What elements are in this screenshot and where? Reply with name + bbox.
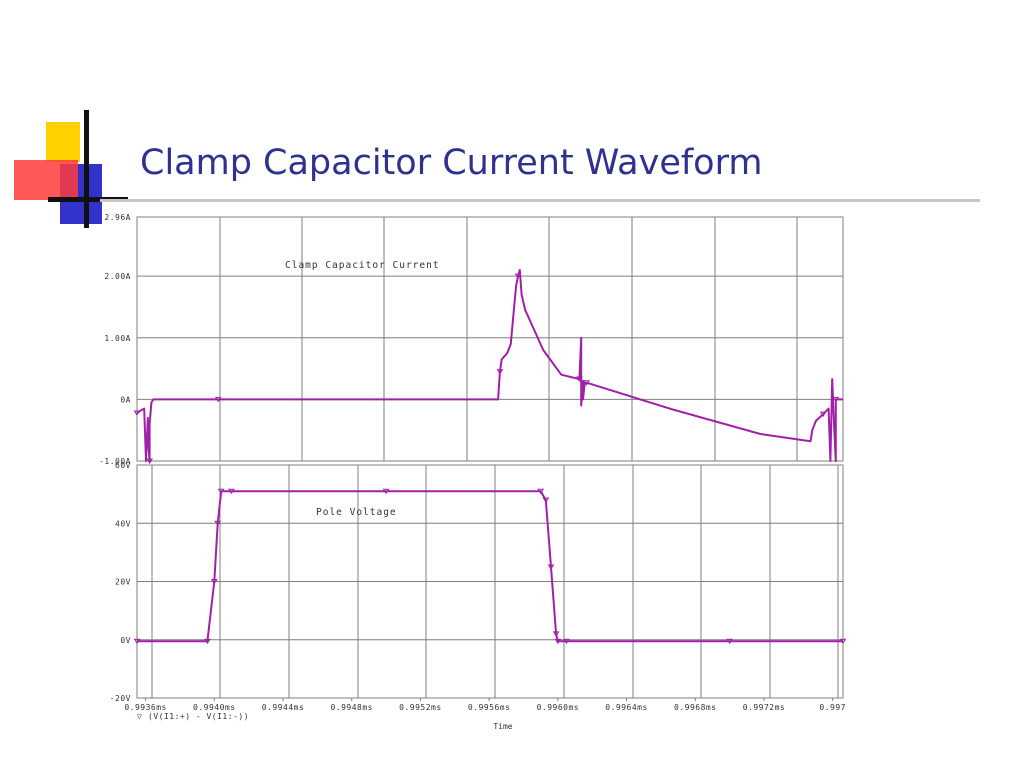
- current-ytick-label: 2.00A: [104, 272, 131, 281]
- current-plot-frame: [136, 216, 844, 462]
- voltage-trace-marker: [726, 638, 734, 645]
- voltage-ytick-label: 20V: [115, 578, 131, 587]
- voltage-trace-marker: [133, 638, 141, 645]
- voltage-trace: [137, 490, 843, 643]
- current-ytick-label: 0A: [120, 395, 131, 404]
- deco-vertical-bar: [84, 110, 89, 228]
- current-trace-marker: [496, 369, 504, 375]
- xtick-label: 0.9936ms: [124, 703, 167, 712]
- voltage-trace-marker: [537, 488, 545, 495]
- voltage-trace-marker: [554, 638, 562, 645]
- deco-yellow-square: [46, 122, 80, 162]
- voltage-trace-marker: [542, 497, 550, 503]
- current-trace-marker: [583, 380, 591, 386]
- xtick-label: 0.997: [819, 703, 846, 712]
- voltage-series-title: Pole Voltage: [316, 507, 397, 518]
- voltage-trace-marker: [552, 631, 560, 637]
- current-ytick-label: -1.00A: [99, 457, 131, 466]
- voltage-trace-marker: [214, 520, 222, 527]
- xtick-label: 0.9956ms: [468, 703, 511, 712]
- voltage-ytick-label: 0V: [120, 636, 131, 645]
- current-trace-marker: [146, 458, 154, 464]
- legend-label: (V(I1:+) - V(I1:-)): [148, 712, 249, 721]
- slide-title: Clamp Capacitor Current Waveform: [140, 143, 763, 183]
- current-series-title: Clamp Capacitor Current: [285, 260, 440, 271]
- voltage-trace-marker: [204, 638, 211, 645]
- voltage-ytick-label: 60V: [115, 461, 131, 470]
- deco-red-square: [14, 160, 78, 200]
- current-trace-marker: [214, 396, 222, 403]
- x-axis-label: Time: [493, 722, 512, 731]
- voltage-trace-marker: [228, 488, 235, 495]
- current-ytick-label: 2.96A: [104, 213, 131, 222]
- xtick-label: 0.9960ms: [537, 703, 580, 712]
- current-ytick-label: 1.00A: [104, 334, 131, 343]
- current-trace: [136, 269, 843, 462]
- voltage-trace-marker: [839, 638, 847, 645]
- xtick-label: 0.9940ms: [193, 703, 236, 712]
- xtick-label: 0.9948ms: [330, 703, 373, 712]
- title-underline: [100, 199, 980, 202]
- voltage-trace-marker: [382, 488, 390, 495]
- xtick-label: 0.9972ms: [743, 703, 786, 712]
- xtick-label: 0.9964ms: [605, 703, 648, 712]
- legend-marker: ▽: [137, 712, 142, 721]
- current-trace-marker: [514, 273, 522, 280]
- voltage-ytick-label: 40V: [115, 519, 131, 528]
- current-trace-marker: [832, 396, 840, 403]
- voltage-trace-marker: [210, 579, 218, 585]
- current-trace-marker: [819, 411, 827, 418]
- xtick-label: 0.9968ms: [674, 703, 717, 712]
- voltage-ytick-label: -20V: [110, 694, 131, 703]
- xtick-label: 0.9944ms: [262, 703, 305, 712]
- voltage-trace-marker: [547, 564, 555, 570]
- deco-horizontal-bar: [48, 197, 128, 202]
- current-trace-marker: [575, 376, 583, 382]
- voltage-trace-marker: [563, 638, 570, 645]
- current-trace-marker: [133, 410, 141, 416]
- voltage-trace-marker: [217, 488, 225, 495]
- xtick-label: 0.9952ms: [399, 703, 442, 712]
